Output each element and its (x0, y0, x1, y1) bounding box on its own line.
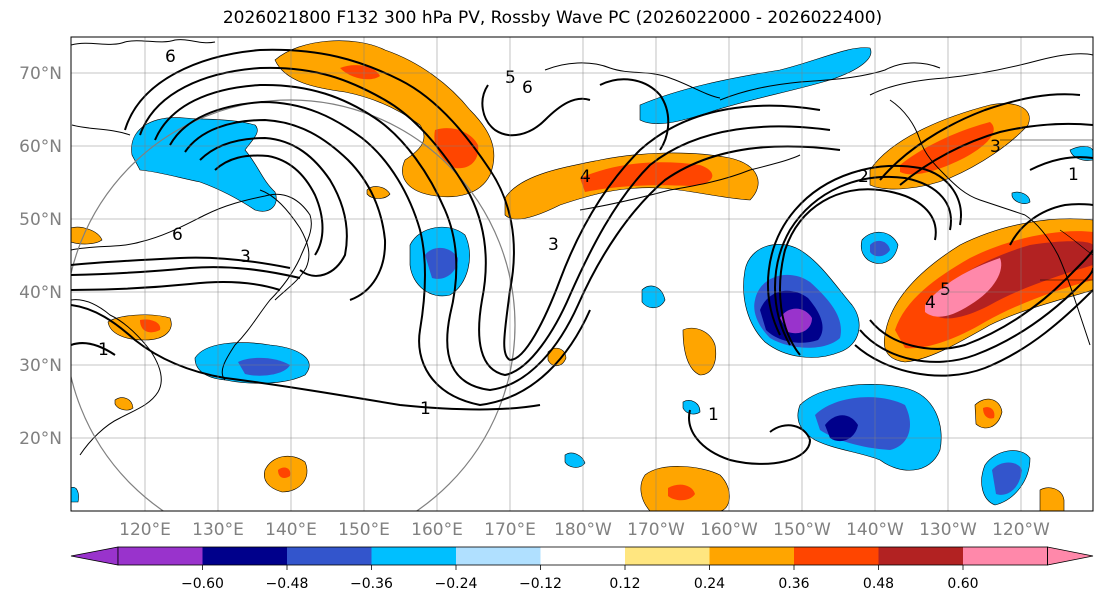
lon-label: 170°W (627, 520, 685, 540)
pv-contours (71, 48, 1093, 465)
contour-label: 6 (522, 78, 533, 98)
lat-label: 60°N (19, 137, 62, 157)
colorbar-under-arrow (70, 546, 119, 566)
contour-label: 1 (1068, 165, 1079, 185)
lat-label: 20°N (19, 429, 62, 449)
colorbar-tick-label: −0.36 (350, 576, 393, 592)
pv-anomaly-shading (71, 40, 1093, 511)
lon-label: 160°E (411, 520, 463, 540)
colorbar-swatch (625, 547, 710, 565)
lon-label: 170°E (484, 520, 536, 540)
contour-labels: 6 6 5 3 4 3 1 1 1 2 3 6 4 5 1 (98, 47, 1079, 425)
contour-label: 5 (505, 68, 516, 88)
colorbar-tick-label: 0.48 (863, 576, 894, 592)
colorbar-swatch (287, 547, 372, 565)
lon-label: 130°W (919, 520, 977, 540)
contour-label: 6 (172, 225, 183, 245)
colorbar-tick-label: 0.60 (947, 576, 978, 592)
lon-label: 140°E (265, 520, 317, 540)
lon-label: 140°W (846, 520, 904, 540)
colorbar-swatch (709, 547, 794, 565)
contour-label: 1 (98, 340, 109, 360)
contour-label: 1 (420, 399, 431, 419)
lon-label: 160°W (700, 520, 758, 540)
lat-label: 40°N (19, 283, 62, 303)
lat-label: 30°N (19, 356, 62, 376)
graticule (71, 37, 1093, 511)
contour-label: 4 (580, 167, 591, 187)
colorbar-swatch (456, 547, 541, 565)
contour-label: 3 (990, 137, 1001, 157)
lon-label: 150°E (338, 520, 390, 540)
contour-label: 6 (165, 47, 176, 67)
colorbar-swatch (963, 547, 1048, 565)
lon-label: 120°E (119, 520, 171, 540)
lat-label: 70°N (19, 64, 62, 84)
colorbar-swatch (202, 547, 287, 565)
latitude-labels: 70°N 60°N 50°N 40°N 30°N 20°N (19, 64, 62, 449)
lon-label: 130°E (192, 520, 244, 540)
reference-circle (71, 99, 516, 511)
contour-label: 1 (708, 405, 719, 425)
lon-label: 150°W (773, 520, 831, 540)
map-title: 2026021800 F132 300 hPa PV, Rossby Wave … (222, 8, 883, 28)
positive-anomaly-arctic (274, 40, 495, 198)
colorbar-swatch (371, 547, 456, 565)
lat-label: 50°N (19, 210, 62, 230)
contour-label: 3 (240, 247, 251, 267)
colorbar-tick-label: −0.12 (519, 576, 562, 592)
colorbar-swatch (878, 547, 963, 565)
colorbar-tick-label: −0.60 (181, 576, 224, 592)
colorbar: −0.60 −0.48 −0.36 −0.24 −0.12 0.12 0.24 … (70, 546, 1094, 592)
map-frame (70, 36, 1094, 512)
colorbar-tick-label: 0.12 (609, 576, 640, 592)
colorbar-swatch (794, 547, 879, 565)
colorbar-swatch (540, 547, 625, 565)
colorbar-tick-label: 0.36 (778, 576, 809, 592)
contour-label: 3 (548, 235, 559, 255)
contour-label: 2 (858, 167, 869, 187)
colorbar-swatch (118, 547, 203, 565)
lon-label: 180°W (554, 520, 612, 540)
colorbar-tick-label: −0.48 (266, 576, 309, 592)
colorbar-over-arrow (1047, 546, 1094, 566)
colorbar-tick-label: −0.24 (435, 576, 478, 592)
longitude-labels: 120°E 130°E 140°E 150°E 160°E 170°E 180°… (119, 520, 1050, 540)
colorbar-tick-label: 0.24 (694, 576, 725, 592)
contour-label: 5 (940, 280, 951, 300)
contour-label: 4 (925, 293, 936, 313)
lon-label: 120°W (992, 520, 1050, 540)
